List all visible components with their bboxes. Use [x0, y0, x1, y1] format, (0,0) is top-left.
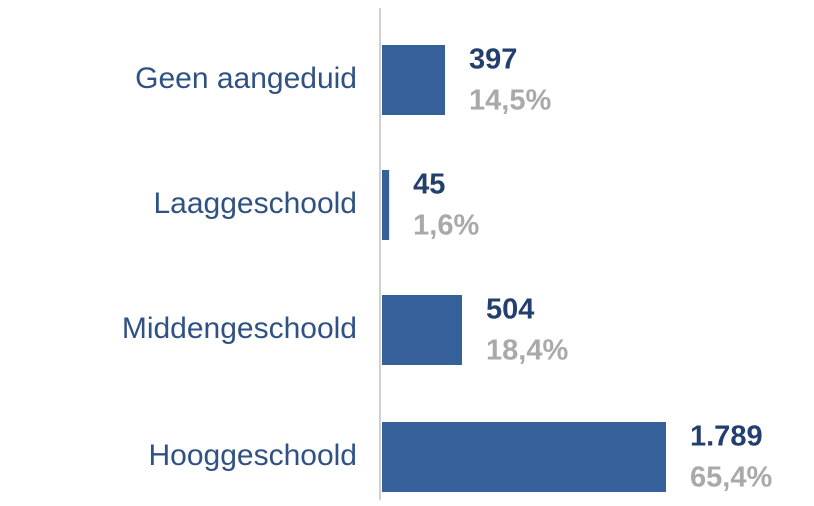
share-label: 14,5%	[469, 85, 551, 117]
value-label: 1.789	[690, 421, 763, 453]
value-label: 45	[413, 169, 445, 201]
bar	[382, 422, 666, 492]
category-label: Laaggeschoold	[153, 187, 357, 220]
category-label: Middengeschoold	[122, 312, 357, 345]
share-label: 18,4%	[486, 335, 568, 367]
value-label: 397	[469, 44, 517, 76]
bar	[382, 170, 390, 240]
bar	[382, 45, 446, 115]
category-label: Hooggeschoold	[149, 439, 358, 472]
value-label: 504	[486, 294, 534, 326]
category-label: Geen aangeduid	[135, 62, 357, 95]
share-label: 65,4%	[690, 462, 772, 494]
bar	[382, 295, 463, 365]
share-label: 1,6%	[413, 210, 479, 242]
